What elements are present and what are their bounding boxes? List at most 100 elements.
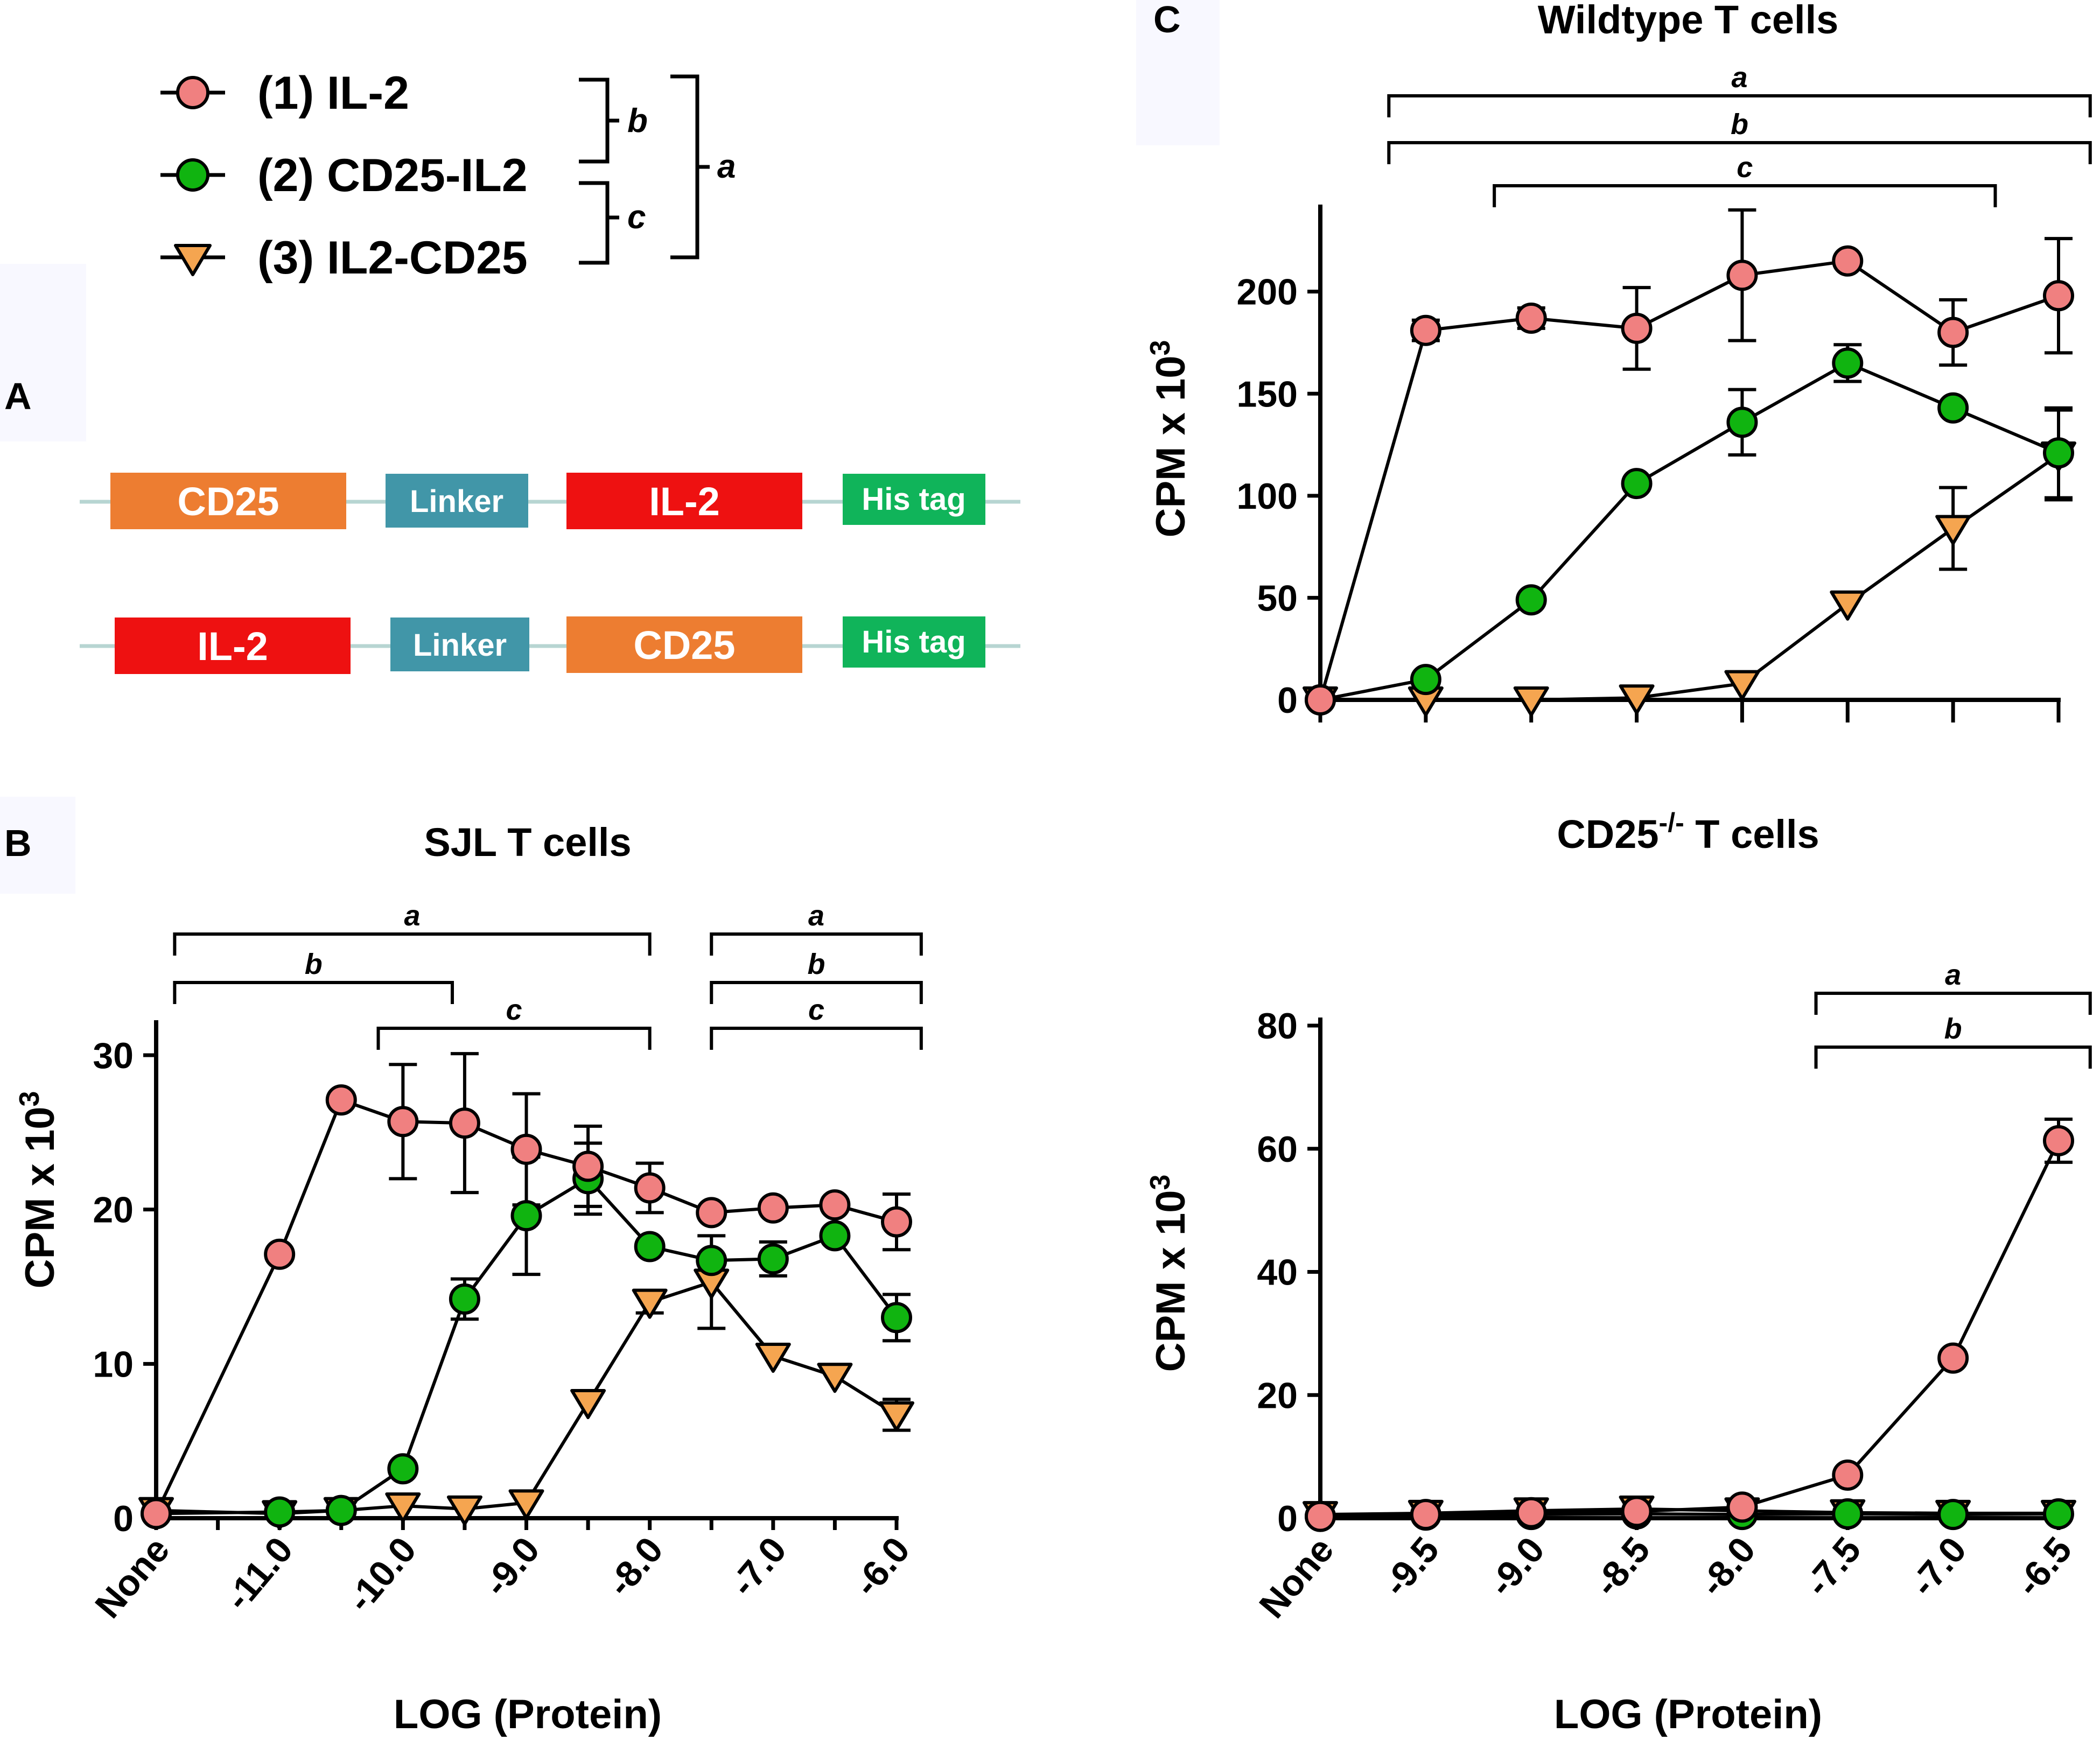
wildtype-point-1 <box>2043 280 2074 312</box>
sjl-bracket-label: a <box>404 900 420 932</box>
wildtype-point-3 <box>1513 686 1549 717</box>
sjl-bracket-b <box>173 981 454 1004</box>
wildtype-ytick-label: 200 <box>1237 272 1298 313</box>
cd25ko-point-1 <box>1515 1497 1547 1528</box>
cd25ko-bracket-a <box>1814 992 2092 1015</box>
wildtype-point-2 <box>1726 406 1758 438</box>
cd25ko-ytick-label: 80 <box>1257 1006 1298 1047</box>
sjl-xtick-label: -6.0 <box>846 1529 918 1604</box>
chart-sjl: SJL T cells CPM x 103 LOG (Protein) 0 10 2… <box>14 820 923 1737</box>
construct-1-cd25-label: CD25 <box>177 479 279 524</box>
sjl-xtick-label: -7.0 <box>723 1529 795 1604</box>
cd25ko-title: CD25-/- T cells <box>1557 808 1819 857</box>
sjl-point-1 <box>387 1106 419 1138</box>
cd25ko-ytick-label: 20 <box>1257 1375 1298 1416</box>
legend-label-il2: (1) IL-2 <box>257 67 409 119</box>
sjl-point-1 <box>696 1197 727 1229</box>
cd25ko-xtick-label: -7.0 <box>1902 1529 1975 1604</box>
wildtype-bracket-b <box>1387 141 2092 164</box>
sjl-ytick-label: 30 <box>93 1035 134 1076</box>
panel-letter-c: C <box>1153 0 1181 40</box>
panel-letter-b: B <box>4 822 32 864</box>
sjl-bracket-label: b <box>808 948 825 980</box>
sjl-ytick-label: 10 <box>93 1344 134 1385</box>
sjl-bracket-label: b <box>305 948 323 980</box>
legend: (1) IL-2 (2) CD25-IL2 (3) IL2-CD25 b c a <box>160 67 736 284</box>
wildtype-point-2 <box>1937 392 1969 424</box>
wildtype-bracket-label: b <box>1731 108 1748 141</box>
legend-bracket-b-label: b <box>627 102 648 139</box>
panel-b-shade <box>0 797 75 894</box>
sjl-point-1 <box>141 1498 172 1529</box>
wildtype-point-2 <box>1832 347 1864 379</box>
wildtype-ytick-label: 100 <box>1237 476 1298 517</box>
construct-2-histag-box <box>843 616 985 668</box>
legend-bracket-a <box>670 74 699 259</box>
sjl-point-1 <box>449 1107 480 1139</box>
construct-2-cd25-box <box>566 616 802 673</box>
wildtype-ytick-label: 50 <box>1257 578 1298 619</box>
wildtype-title: Wildtype T cells <box>1538 0 1839 42</box>
wildtype-point-3 <box>1724 670 1760 700</box>
sjl-ytick-label: 20 <box>93 1190 134 1231</box>
sjl-point-2 <box>696 1245 727 1276</box>
wildtype-series-line-2 <box>1320 361 2060 701</box>
wildtype-series-line-1 <box>1319 259 2059 700</box>
cd25ko-point-1 <box>1410 1499 1441 1531</box>
legend-bracket-b <box>579 78 610 164</box>
wildtype-point-1 <box>1726 259 1758 291</box>
wildtype-ylabel: CPM x 103 <box>1145 340 1194 538</box>
wildtype-point-2 <box>1621 468 1653 500</box>
cd25ko-bracket-b <box>1814 1046 2092 1069</box>
sjl-xtick-label: None <box>87 1529 177 1626</box>
chart-wildtype: Wildtype T cells CPM x 103 0 50 100 150 200 a… <box>1145 0 2092 722</box>
sjl-point-1 <box>510 1133 542 1165</box>
cd25ko-bracket-label: a <box>1945 959 1961 991</box>
construct-1-il2-label: IL-2 <box>649 479 720 524</box>
cd25ko-point-1 <box>2043 1125 2074 1156</box>
wildtype-point-1 <box>1621 312 1653 344</box>
sjl-point-3 <box>817 1363 853 1393</box>
wildtype-point-3 <box>1935 515 1971 545</box>
wildtype-point-1 <box>1410 314 1441 346</box>
wildtype-bracket-label: c <box>1737 151 1753 184</box>
construct-1-linker-box <box>386 474 528 528</box>
sjl-point-1 <box>634 1172 666 1204</box>
construct-2-linker-box <box>390 618 529 671</box>
sjl-point-2 <box>819 1220 851 1252</box>
legend-marker-il2-cd25 <box>174 244 212 276</box>
wildtype-point-2 <box>1410 664 1441 696</box>
sjl-point-3 <box>508 1489 544 1520</box>
legend-bracket-a-label: a <box>717 148 736 185</box>
cd25ko-series-line-3 <box>1320 1507 2059 1517</box>
wildtype-ytick-label: 0 <box>1277 680 1298 721</box>
construct-1-histag-box <box>843 474 985 525</box>
cd25ko-point-1 <box>1621 1496 1653 1527</box>
wildtype-point-3 <box>1619 684 1655 715</box>
wildtype-point-1 <box>1305 684 1336 715</box>
cd25ko-xtick-label: -7.5 <box>1797 1529 1869 1604</box>
sjl-xlabel: LOG (Protein) <box>394 1692 662 1737</box>
sjl-bracket-c <box>376 1027 652 1050</box>
cd25ko-ytick-label: 60 <box>1257 1129 1298 1170</box>
sjl-bracket-c <box>710 1027 923 1050</box>
wildtype-ytick-label: 150 <box>1237 374 1298 415</box>
cd25ko-point-1 <box>1832 1459 1864 1491</box>
sjl-point-2 <box>387 1453 419 1485</box>
panel-letter-a: A <box>4 375 32 417</box>
cd25ko-ytick-label: 40 <box>1257 1252 1298 1293</box>
cd25ko-point-2 <box>1937 1499 1969 1531</box>
construct-2-il2-box <box>115 618 351 674</box>
panel-c-shade <box>1136 0 1220 145</box>
sjl-point-1 <box>572 1150 604 1182</box>
panel-a-constructs: CD25 Linker IL-2 His tag IL-2 Linker CD2… <box>80 473 1020 674</box>
sjl-point-1 <box>757 1192 789 1224</box>
cd25ko-xtick-label: -9.5 <box>1375 1529 1447 1604</box>
sjl-point-2 <box>264 1496 296 1528</box>
sjl-point-3 <box>632 1288 668 1319</box>
sjl-title: SJL T cells <box>424 820 631 865</box>
sjl-point-3 <box>385 1492 421 1523</box>
cd25ko-series-line-1 <box>1320 1140 2060 1518</box>
sjl-xtick-label: -9.0 <box>475 1529 548 1604</box>
